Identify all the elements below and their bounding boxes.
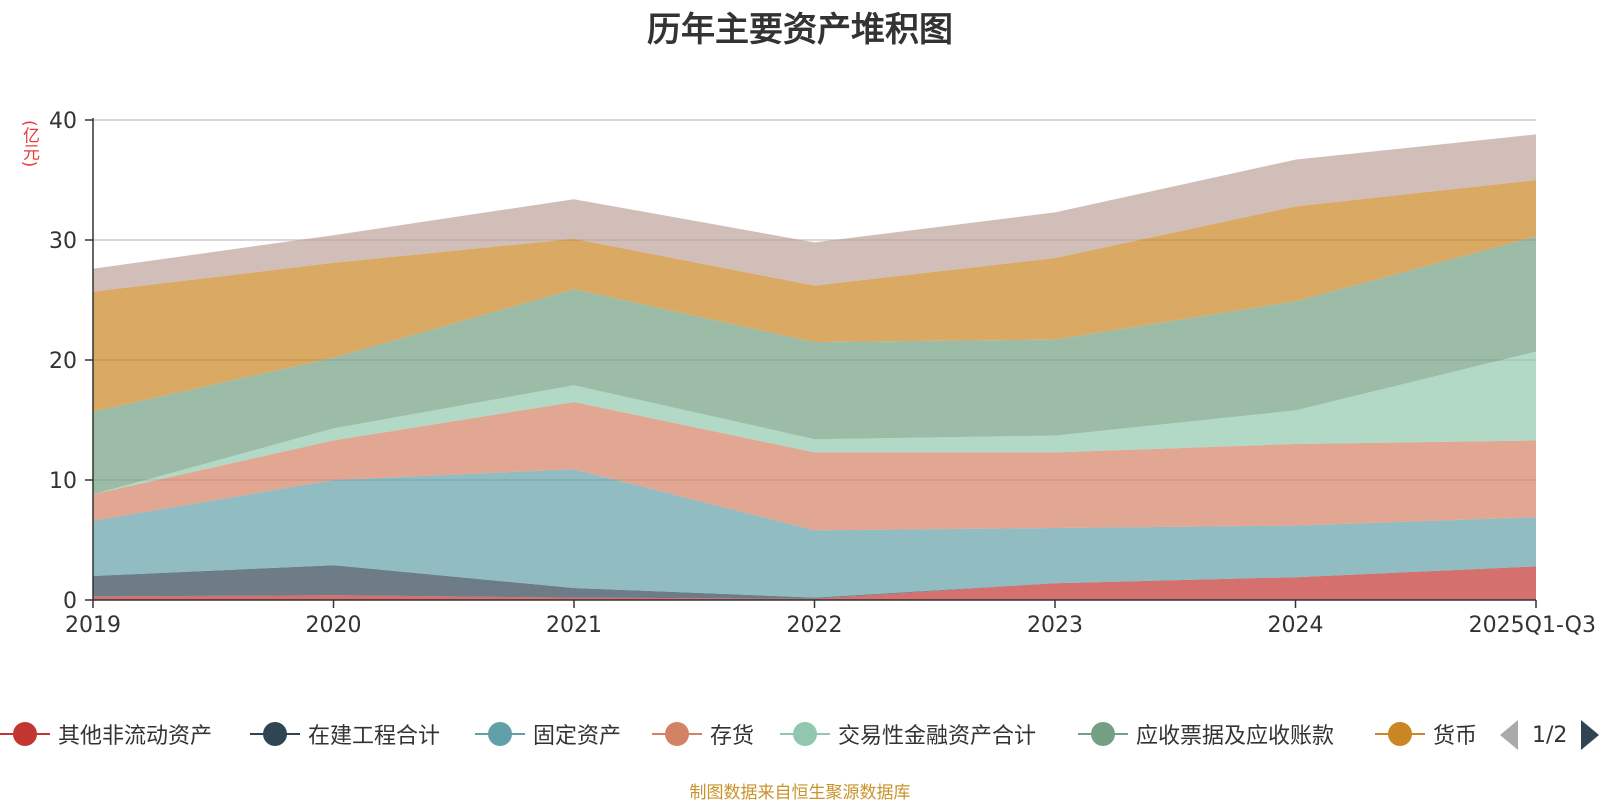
- area-series-1[interactable]: [93, 566, 1536, 600]
- x-tick-label: 2025Q1-Q3: [1469, 613, 1596, 638]
- y-tick-label: 20: [49, 349, 77, 374]
- y-tick-label: 0: [63, 589, 77, 614]
- area-series-8[interactable]: [93, 134, 1536, 292]
- x-tick-label: 2021: [546, 613, 602, 638]
- legend-item[interactable]: 货币: [1375, 712, 1477, 756]
- legend-label: 应收票据及应收账款: [1136, 724, 1335, 749]
- y-axis-unit-label: (亿元): [19, 120, 39, 168]
- x-tick-label: 2023: [1027, 613, 1083, 638]
- x-tick-label: 2024: [1268, 613, 1324, 638]
- legend-marker-icon: [780, 722, 830, 746]
- legend-label: 其他非流动资产: [58, 724, 213, 749]
- legend-item[interactable]: 存货: [652, 712, 754, 756]
- chart-title: 历年主要资产堆积图: [647, 10, 953, 50]
- area-series-4[interactable]: [93, 402, 1536, 531]
- legend-label: 在建工程合计: [308, 724, 441, 749]
- legend-item[interactable]: 交易性金融资产合计: [780, 712, 1036, 756]
- legend-item[interactable]: 其他非流动资产: [0, 712, 212, 756]
- legend-label: 货币: [1433, 724, 1478, 749]
- y-tick-label: 40: [49, 109, 77, 134]
- legend-label: 交易性金融资产合计: [838, 724, 1037, 749]
- legend-page-indicator: 1/2: [1532, 722, 1568, 748]
- legend-label: 固定资产: [533, 724, 622, 749]
- legend-item[interactable]: 固定资产: [475, 712, 621, 756]
- x-tick-label: 2019: [65, 613, 121, 638]
- legend-marker-icon: [1078, 722, 1128, 746]
- legend-marker-icon: [652, 722, 702, 746]
- area-series-3[interactable]: [93, 469, 1536, 598]
- legend-marker-icon: [0, 722, 50, 746]
- area-series-2[interactable]: [93, 565, 1536, 599]
- x-tick-label: 2022: [787, 613, 843, 638]
- legend-label: 存货: [710, 724, 755, 749]
- data-source-note: 制图数据来自恒生聚源数据库: [689, 783, 911, 803]
- legend-pager: 1/2: [1500, 720, 1600, 750]
- y-tick-label: 10: [49, 469, 77, 494]
- legend-marker-icon: [1375, 722, 1425, 746]
- area-series-5[interactable]: [93, 351, 1536, 495]
- legend-next-page-icon[interactable]: [1581, 720, 1600, 750]
- area-series-6[interactable]: [93, 236, 1536, 495]
- legend-marker-icon: [250, 722, 300, 746]
- legend-marker-icon: [475, 722, 525, 746]
- area-series-7[interactable]: [93, 180, 1536, 412]
- x-tick-label: 2020: [306, 613, 362, 638]
- legend-prev-page-icon[interactable]: [1500, 720, 1518, 750]
- legend: 其他非流动资产 在建工程合计 固定资产 存货 交易性金融资产合计 应收票据及应收账款 货币: [0, 712, 1600, 756]
- y-tick-label: 30: [49, 229, 77, 254]
- legend-item[interactable]: 应收票据及应收账款: [1078, 712, 1334, 756]
- legend-item[interactable]: 在建工程合计: [250, 712, 440, 756]
- stacked-area-chart: 0 10 20 30 40 2019 2020 2021 2022 2023 2024 2025Q1-…: [49, 109, 1596, 638]
